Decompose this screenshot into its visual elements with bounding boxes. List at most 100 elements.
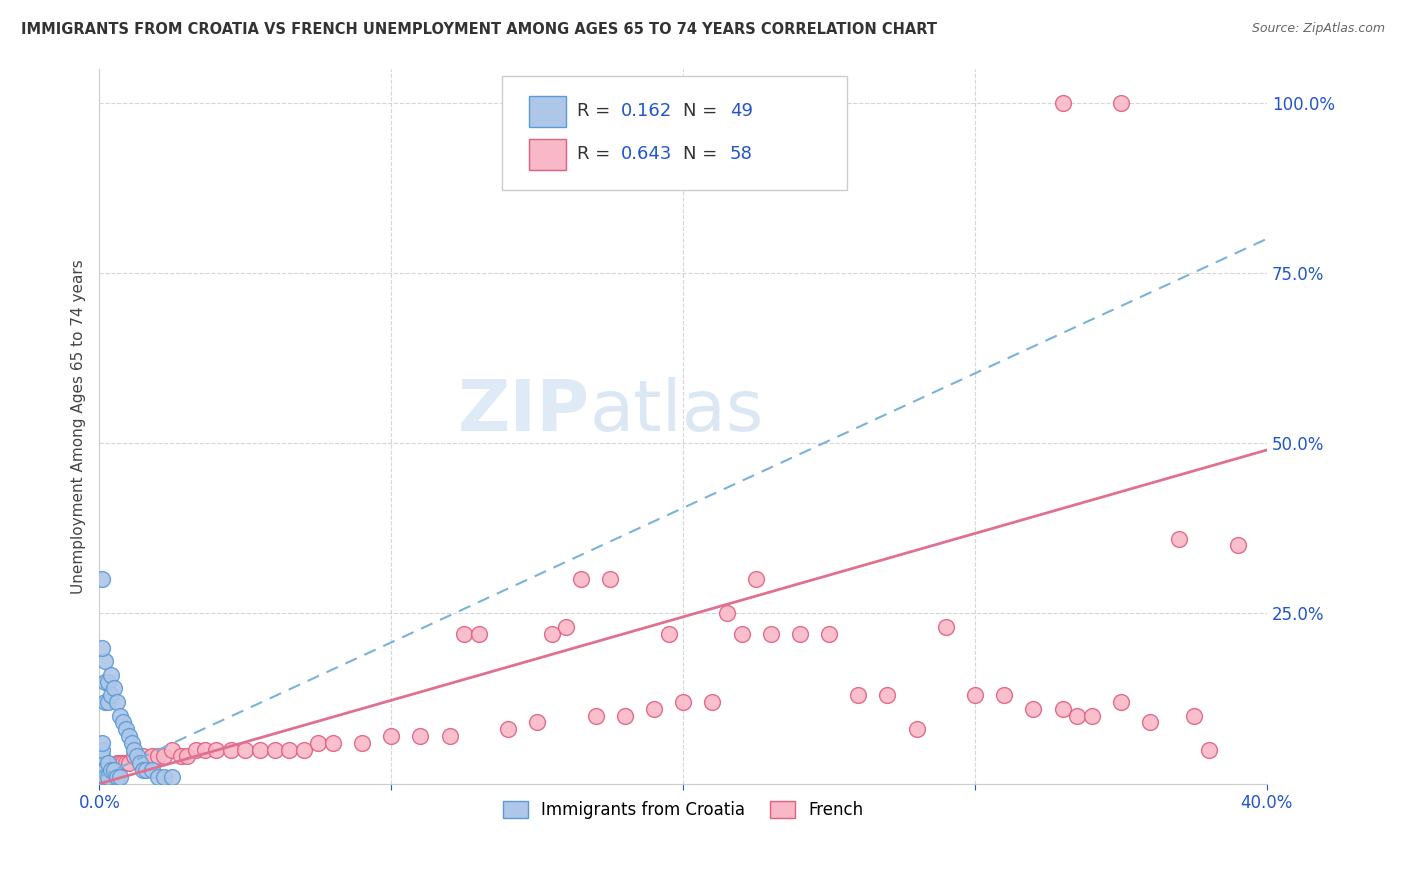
Text: IMMIGRANTS FROM CROATIA VS FRENCH UNEMPLOYMENT AMONG AGES 65 TO 74 YEARS CORRELA: IMMIGRANTS FROM CROATIA VS FRENCH UNEMPL… xyxy=(21,22,936,37)
Point xyxy=(1139,715,1161,730)
Point xyxy=(135,763,157,777)
Point xyxy=(91,573,114,587)
Point xyxy=(132,749,155,764)
FancyBboxPatch shape xyxy=(502,76,846,190)
Point xyxy=(111,756,134,771)
Point xyxy=(100,763,122,777)
Point xyxy=(1198,742,1220,756)
Point xyxy=(100,763,122,777)
Point xyxy=(439,729,461,743)
Text: ZIP: ZIP xyxy=(457,377,589,446)
Point xyxy=(1109,95,1132,110)
Point xyxy=(114,723,136,737)
Point xyxy=(117,729,139,743)
Point xyxy=(184,742,207,756)
Point xyxy=(91,756,114,771)
Point xyxy=(453,627,475,641)
Point xyxy=(1066,708,1088,723)
Point xyxy=(111,715,134,730)
Point xyxy=(94,654,117,668)
Point xyxy=(103,763,125,777)
Point xyxy=(105,695,128,709)
Point xyxy=(91,770,114,784)
Point xyxy=(1182,708,1205,723)
Point xyxy=(162,742,184,756)
Point xyxy=(278,742,301,756)
Point xyxy=(108,770,131,784)
Point xyxy=(759,627,782,641)
Point xyxy=(1052,95,1074,110)
Point xyxy=(141,763,163,777)
Point xyxy=(121,736,143,750)
Text: R =: R = xyxy=(576,145,616,163)
Point xyxy=(409,729,432,743)
Point xyxy=(905,723,928,737)
Point xyxy=(569,573,592,587)
Point xyxy=(496,723,519,737)
Point xyxy=(146,749,169,764)
Point xyxy=(599,573,621,587)
Point xyxy=(658,627,681,641)
Point xyxy=(1022,702,1045,716)
Point xyxy=(219,742,242,756)
Point xyxy=(124,749,146,764)
Point xyxy=(235,742,257,756)
Point xyxy=(1168,532,1191,546)
Point xyxy=(91,773,114,788)
Point xyxy=(876,688,898,702)
Point xyxy=(613,708,636,723)
Point xyxy=(263,742,285,756)
Point xyxy=(114,756,136,771)
Point xyxy=(105,770,128,784)
Point xyxy=(94,695,117,709)
Point xyxy=(146,770,169,784)
Point xyxy=(205,742,228,756)
Point xyxy=(585,708,607,723)
Point xyxy=(97,674,120,689)
Point xyxy=(103,763,125,777)
Point xyxy=(307,736,329,750)
Text: N =: N = xyxy=(683,103,723,120)
Point xyxy=(818,627,841,641)
Point xyxy=(1052,702,1074,716)
Point xyxy=(129,756,152,771)
Point xyxy=(152,770,174,784)
Point xyxy=(162,770,184,784)
Point xyxy=(97,770,120,784)
Point xyxy=(127,749,149,764)
Point xyxy=(170,749,193,764)
Point xyxy=(91,640,114,655)
Text: 58: 58 xyxy=(730,145,752,163)
Point xyxy=(672,695,695,709)
Point xyxy=(152,749,174,764)
Text: 49: 49 xyxy=(730,103,752,120)
Point xyxy=(132,763,155,777)
Text: atlas: atlas xyxy=(589,377,763,446)
Point xyxy=(555,620,578,634)
Point xyxy=(117,756,139,771)
FancyBboxPatch shape xyxy=(529,95,567,128)
Point xyxy=(91,736,114,750)
Point xyxy=(292,742,315,756)
Point xyxy=(716,607,738,621)
Point xyxy=(1109,695,1132,709)
Point xyxy=(730,627,752,641)
Point xyxy=(789,627,811,641)
Point xyxy=(103,681,125,696)
Point xyxy=(100,688,122,702)
Point xyxy=(108,756,131,771)
Text: N =: N = xyxy=(683,145,723,163)
Point xyxy=(91,742,114,756)
Point xyxy=(993,688,1015,702)
Point xyxy=(380,729,402,743)
Point xyxy=(97,763,120,777)
Point xyxy=(963,688,986,702)
Point xyxy=(108,708,131,723)
Point xyxy=(94,763,117,777)
Point xyxy=(526,715,548,730)
Point xyxy=(745,573,768,587)
Point xyxy=(540,627,562,641)
Point xyxy=(91,763,114,777)
Point xyxy=(352,736,374,750)
Point xyxy=(1081,708,1104,723)
